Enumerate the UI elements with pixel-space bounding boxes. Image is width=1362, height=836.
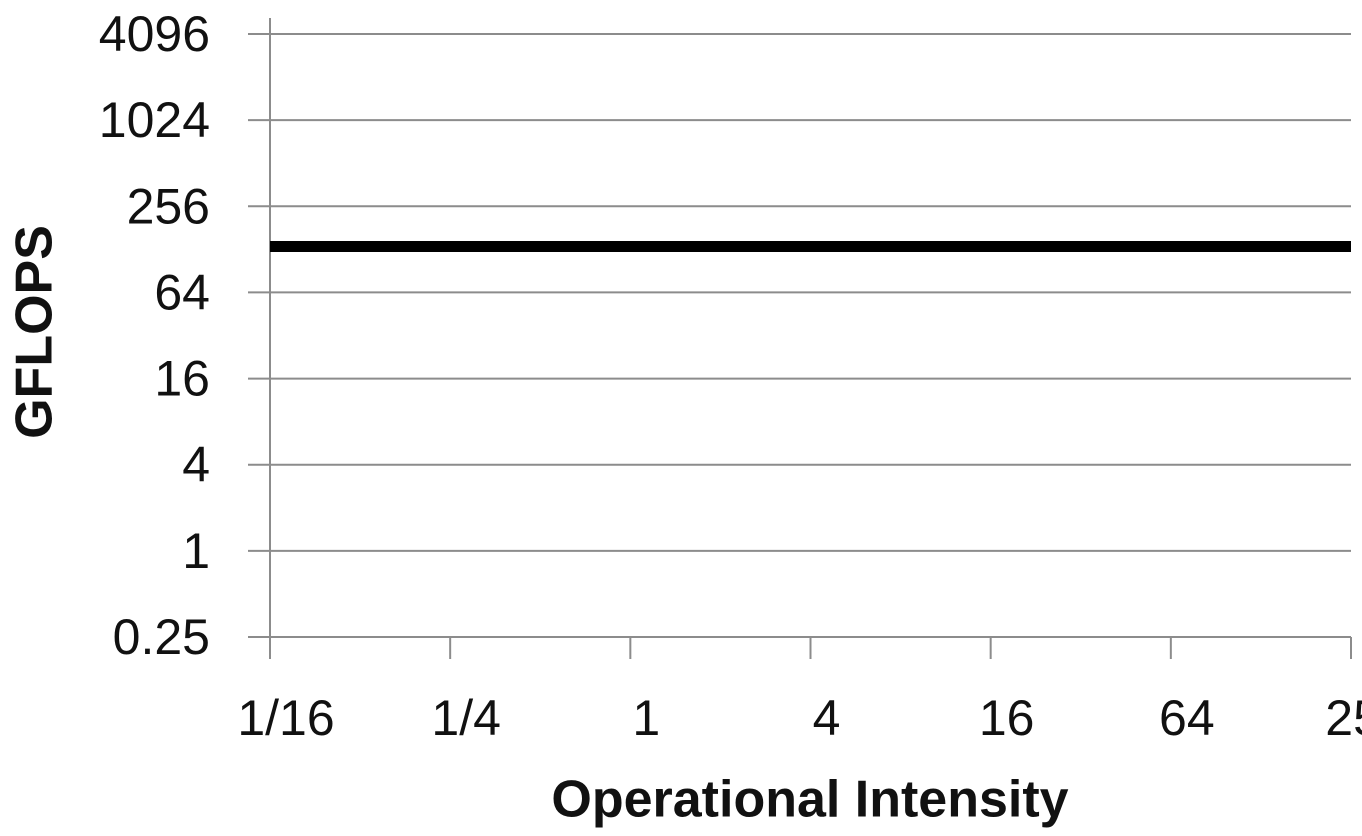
axes — [248, 18, 1352, 659]
y-tick-label: 1024 — [99, 92, 210, 148]
x-tick-label: 1 — [632, 690, 660, 746]
x-tick-label: 1/16 — [237, 690, 334, 746]
y-tick-labels: 0.25 1 4 16 64 256 1024 4096 — [99, 6, 210, 665]
x-tick-label: 256 — [1325, 690, 1362, 746]
y-axis-title: GFLOPS — [6, 225, 64, 439]
y-tick-label: 16 — [154, 351, 210, 407]
x-tick-labels: 1/16 1/4 1 4 16 64 256 — [237, 690, 1362, 746]
x-tick-label: 1/4 — [431, 690, 501, 746]
x-tick-label: 16 — [979, 690, 1035, 746]
x-tick-label: 64 — [1159, 690, 1215, 746]
x-axis-title: Operational Intensity — [551, 771, 1068, 829]
y-tick-label: 64 — [154, 264, 210, 320]
y-tick-label: 0.25 — [113, 609, 210, 665]
y-tick-label: 256 — [127, 178, 210, 234]
gridlines — [270, 33, 1351, 638]
y-tick-label: 4096 — [99, 6, 210, 62]
y-tick-label: 1 — [182, 523, 210, 579]
y-tick-label: 4 — [182, 437, 210, 493]
x-tick-label: 4 — [813, 690, 841, 746]
